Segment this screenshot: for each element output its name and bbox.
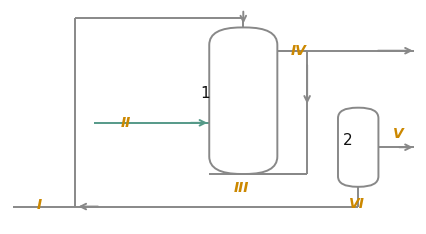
Text: 1: 1 [200,86,209,101]
Text: IV: IV [290,44,306,58]
FancyBboxPatch shape [337,108,377,187]
Text: III: III [233,181,248,195]
FancyBboxPatch shape [209,27,277,174]
Text: II: II [121,116,131,130]
Text: I: I [36,198,41,212]
Text: 2: 2 [342,133,351,148]
Text: V: V [392,128,403,141]
Text: VI: VI [348,197,364,211]
